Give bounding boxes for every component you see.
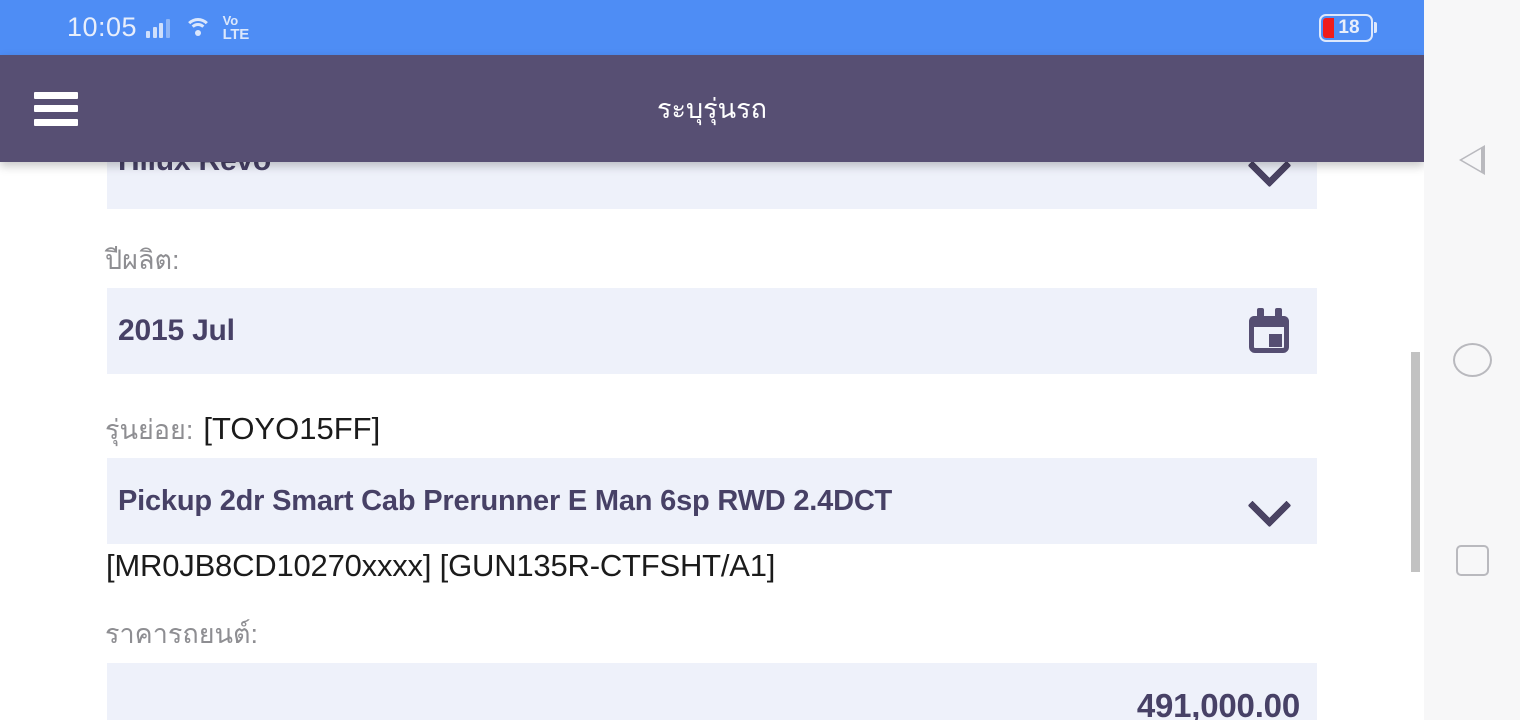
submodel-value: Pickup 2dr Smart Cab Prerunner E Man 6sp… <box>118 484 893 517</box>
price-value: 491,000.00 <box>1136 687 1300 720</box>
hamburger-menu-icon[interactable] <box>34 91 78 126</box>
year-field[interactable]: 2015 Jul <box>107 288 1317 374</box>
status-bar: 10:05 Vo LTE 18 <box>0 0 1424 55</box>
price-field[interactable]: 491,000.00 <box>107 663 1317 720</box>
submodel-dropdown[interactable]: Pickup 2dr Smart Cab Prerunner E Man 6sp… <box>107 458 1317 544</box>
submodel-code: [TOYO15FF] <box>203 411 381 446</box>
submodel-detail: [MR0JB8CD10270xxxx] [GUN135R-CTFSHT/A1] <box>106 548 776 583</box>
submodel-label-row: รุ่นย่อย: [TOYO15FF] <box>105 408 380 451</box>
battery-percent: 18 <box>1338 16 1360 38</box>
submodel-label: รุ่นย่อย: <box>105 415 194 445</box>
page-title: ระบุรุ่นรถ <box>657 94 767 124</box>
volte-icon: Vo LTE <box>222 12 250 43</box>
battery-low-icon: 18 <box>1318 13 1377 42</box>
price-label: ราคารถยนต์: <box>105 619 259 649</box>
volte-lte-label: LTE <box>222 25 250 43</box>
signal-bars-icon <box>146 18 170 38</box>
phone-viewport: Hilux Revo ปีผลิต: 2015 Jul รุ่นย่อย: [T… <box>0 0 1424 720</box>
year-value: 2015 Jul <box>118 314 235 347</box>
wifi-icon <box>183 17 213 39</box>
back-triangle-icon[interactable] <box>1448 136 1496 184</box>
chevron-down-icon[interactable] <box>1250 490 1290 512</box>
android-nav-bar <box>1424 0 1520 720</box>
app-bar: ระบุรุ่นรถ <box>0 55 1424 162</box>
year-label: ปีผลิต: <box>105 245 180 275</box>
status-bar-left: 10:05 Vo LTE <box>67 12 249 43</box>
status-clock: 10:05 <box>67 12 138 42</box>
recents-square-icon[interactable] <box>1448 536 1496 584</box>
vertical-scrollbar[interactable] <box>1411 352 1420 572</box>
volte-vo-label: Vo <box>222 12 239 28</box>
home-circle-icon[interactable] <box>1448 336 1496 384</box>
calendar-icon[interactable] <box>1246 308 1292 354</box>
